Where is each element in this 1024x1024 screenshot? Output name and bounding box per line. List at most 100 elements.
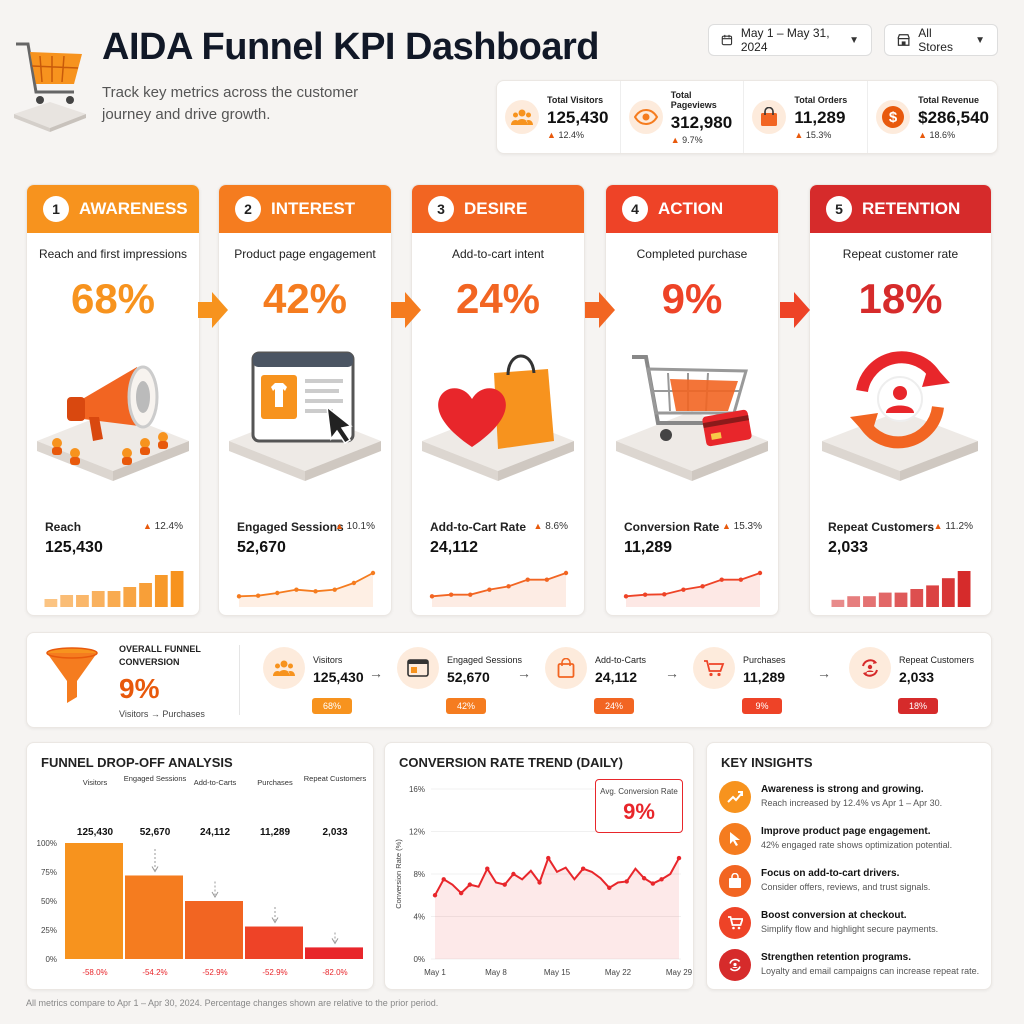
avg-label: Avg. Conversion Rate — [600, 787, 678, 796]
trend-point — [441, 877, 446, 882]
insight-title: Focus on add-to-cart drivers. — [761, 868, 900, 879]
insight-item: Improve product page engagement. 42% enga… — [719, 823, 952, 855]
drop-arrow-head — [151, 866, 159, 873]
spark-point — [719, 577, 724, 582]
overall-funnel-strip: OVERALL FUNNEL CONVERSION 9% Visitors → … — [26, 632, 992, 728]
insight-title: Strengthen retention programs. — [761, 952, 912, 963]
people-icon — [505, 100, 539, 134]
stage-metric-change: 12.4% — [154, 521, 183, 532]
value-label: 24,112 — [200, 827, 230, 838]
bag-icon — [752, 100, 787, 134]
store-icon — [897, 34, 910, 46]
store-filter-dropdown[interactable]: All Stores ▼ — [884, 24, 998, 56]
funnel-step-engaged-sessions: Engaged Sessions 52,670 — [397, 647, 522, 689]
dropoff-bar — [125, 875, 183, 959]
spark-area — [432, 573, 566, 607]
insight-title: Improve product page engagement. — [761, 826, 931, 837]
insight-desc: Reach increased by 12.4% vs Apr 1 – Apr … — [761, 798, 943, 808]
spark-bar — [831, 599, 845, 607]
stage-card-action: 4 ACTION Completed purchase 9% Conversion… — [605, 184, 779, 616]
spark-point — [255, 593, 261, 598]
arrow-up-icon: ▲ — [918, 129, 928, 140]
spark-point — [506, 584, 511, 589]
spark-bar — [60, 595, 74, 607]
arrow-up-icon: ▲ — [794, 129, 804, 140]
y-tick-label: 50% — [41, 897, 57, 906]
stage-number: 1 — [43, 196, 69, 222]
spark-line — [431, 572, 567, 598]
trend-area — [435, 858, 679, 959]
trend-point — [659, 877, 664, 882]
arrow-up-icon: ▲ — [533, 521, 543, 531]
kpi-value: 312,980 — [670, 112, 733, 132]
spark-bar — [76, 595, 89, 607]
dropoff-bar — [185, 901, 243, 959]
category-label: Add-to-Carts — [194, 778, 237, 787]
stage-metric-name: Conversion Rate — [624, 520, 720, 534]
step-badge: 18% — [898, 698, 938, 714]
svg-text:$: $ — [889, 109, 898, 126]
stage-header: 2 INTEREST — [219, 185, 391, 233]
sparkline-chart — [236, 570, 376, 607]
stage-name: INTEREST — [271, 199, 356, 218]
divider — [239, 645, 240, 715]
step-value: 2,033 — [899, 669, 935, 685]
spark-bar — [154, 575, 168, 607]
chevron-down-icon: ▼ — [849, 34, 859, 46]
arrow-up-icon: ▲ — [547, 129, 556, 140]
repeat-icon — [849, 647, 891, 689]
step-label: Purchases — [743, 655, 786, 665]
kpi-value: $286,540 — [918, 107, 990, 127]
trend-title: CONVERSION RATE TREND (DAILY) — [399, 755, 623, 770]
stage-description: Completed purchase — [636, 247, 748, 261]
sparkline-chart — [44, 571, 184, 607]
y-tick-label: 0% — [413, 955, 425, 964]
y-tick-label: 16% — [409, 785, 425, 794]
spark-point — [468, 592, 473, 597]
stage-metric-value: 125,430 — [45, 539, 103, 556]
date-range-dropdown[interactable]: May 1 – May 31, 2024 ▼ — [708, 24, 872, 56]
spark-bar — [910, 589, 924, 607]
stage-metric-change: 15.3% — [733, 521, 762, 532]
stage-name: AWARENESS — [79, 199, 188, 218]
page-title: AIDA Funnel KPI Dashboard — [102, 26, 600, 68]
y-tick-label: 12% — [409, 828, 425, 837]
stage-metric-value: 24,112 — [430, 539, 479, 556]
drop-arrow-head — [271, 917, 279, 924]
stage-metric-name: Engaged Sessions — [237, 520, 344, 534]
stage-metric-name: Reach — [45, 520, 82, 534]
y-tick-label: 8% — [413, 870, 425, 879]
browser-product-icon — [229, 351, 381, 481]
stage-name: ACTION — [658, 199, 724, 218]
trend-point — [676, 855, 682, 861]
stage-card-interest: 2 INTEREST Product page engagement 42% En… — [218, 184, 392, 616]
category-label: Visitors — [83, 778, 108, 787]
stage-percent: 42% — [262, 275, 348, 322]
category-label: Repeat Customers — [304, 774, 367, 783]
y-tick-label: 4% — [413, 913, 425, 922]
sparkline-chart — [623, 570, 763, 607]
trend-point — [624, 879, 629, 884]
value-label: 125,430 — [77, 827, 114, 838]
spark-point — [700, 584, 705, 589]
spark-bar — [123, 587, 137, 607]
kpi-total-visitors: Total Visitors 125,430 ▲ 12.4% — [497, 81, 621, 153]
spark-point — [642, 592, 648, 597]
spark-bar — [170, 571, 184, 607]
dropoff-percent-label: -54.2% — [142, 968, 167, 977]
browser-icon — [397, 647, 439, 689]
bag-icon — [719, 865, 751, 897]
spark-point — [487, 587, 492, 592]
dropoff-bar — [305, 947, 363, 959]
stage-card-retention: 5 RETENTION Repeat customer rate 18% Repe… — [809, 184, 992, 616]
stage-number: 2 — [235, 196, 261, 222]
kpi-change: 18.6% — [929, 129, 956, 140]
y-tick-label: 25% — [41, 926, 57, 935]
avg-value: 9% — [623, 799, 655, 824]
spark-point — [294, 587, 299, 592]
stage-percent: 18% — [858, 275, 943, 322]
funnel-percent: 9% — [119, 673, 160, 704]
step-value: 24,112 — [595, 669, 638, 685]
arrow-up-icon: ▲ — [933, 521, 943, 531]
sparkline-chart — [429, 570, 569, 607]
